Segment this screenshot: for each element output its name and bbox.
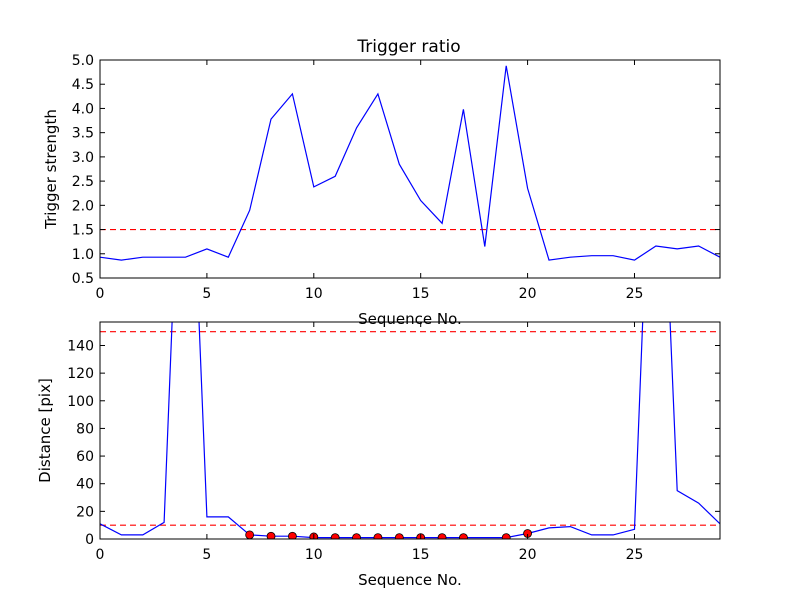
x-tick-label: 20	[519, 286, 537, 302]
x-axis-label: Sequence No.	[358, 571, 462, 589]
reference-lines	[100, 331, 720, 526]
y-tick-label: 2.5	[72, 174, 94, 190]
y-tick-label: 0	[85, 532, 94, 548]
x-tick-label: 5	[202, 547, 211, 563]
data-point	[330, 533, 340, 539]
y-tick-label: 3.0	[72, 150, 94, 166]
data-point	[266, 531, 276, 539]
series-group	[100, 65, 720, 261]
data-point	[373, 533, 383, 539]
x-tick-label: 10	[305, 547, 323, 563]
y-tick-label: 60	[76, 449, 94, 465]
y-tick-label: 0.5	[72, 271, 94, 287]
y-tick-label: 3.5	[72, 126, 94, 142]
series-line	[100, 65, 720, 261]
x-tick-label: 25	[626, 547, 644, 563]
y-tick-label: 5.0	[72, 53, 94, 69]
data-point	[459, 533, 468, 539]
y-tick-label: 40	[76, 477, 94, 493]
data-point	[394, 533, 404, 539]
x-tick-label: 20	[519, 547, 537, 563]
y-tick-label: 1.5	[72, 223, 94, 239]
plot-area	[100, 322, 720, 539]
y-axis-ticks: 0 20 40 60 80 100 120 140	[67, 338, 720, 548]
chart-title: Trigger ratio	[356, 37, 460, 57]
x-tick-label: 5	[202, 286, 211, 302]
chart-distance: 0 5 10 15 20 25 0 20 40 60 80 100 120 140 Sequence N…	[36, 321, 721, 589]
series-line	[100, 322, 720, 539]
plot-frame	[99, 321, 721, 540]
x-tick-label: 15	[412, 286, 430, 302]
x-tick-label: 15	[412, 547, 430, 563]
y-tick-label: 1.0	[72, 247, 94, 263]
x-axis-ticks: 0 5 10 15 20 25	[96, 322, 644, 563]
plot-frame	[99, 59, 721, 279]
y-axis-label: Trigger strength	[42, 109, 60, 230]
data-point	[501, 533, 511, 539]
data-point	[352, 533, 361, 539]
x-tick-label: 0	[96, 286, 105, 302]
y-tick-label: 4.5	[72, 77, 94, 93]
data-point	[245, 530, 255, 539]
x-tick-label: 0	[96, 547, 105, 563]
y-tick-label: 2.0	[72, 198, 94, 214]
y-tick-label: 120	[67, 366, 94, 382]
data-point	[437, 533, 447, 539]
x-tick-label: 25	[626, 286, 644, 302]
plot-area	[100, 65, 720, 261]
y-tick-label: 80	[76, 421, 94, 437]
x-axis-label: Sequence No.	[358, 310, 462, 328]
data-point	[288, 531, 297, 539]
y-tick-label: 20	[76, 504, 94, 520]
x-tick-label: 10	[305, 286, 323, 302]
y-tick-label: 4.0	[72, 101, 94, 117]
y-tick-label: 140	[67, 338, 94, 354]
series-group	[100, 322, 720, 539]
chart-trigger-ratio: Trigger ratio 0 5 10 15 20 25 0.5 1.0 1.5 2.0 2.5…	[42, 37, 721, 328]
y-axis-label: Distance [pix]	[36, 378, 54, 483]
y-axis-ticks: 0.5 1.0 1.5 2.0 2.5 3.0 3.5 4.0 4.5 5.0	[72, 53, 720, 287]
y-tick-label: 100	[67, 394, 94, 410]
x-axis-ticks: 0 5 10 15 20 25	[96, 60, 644, 302]
